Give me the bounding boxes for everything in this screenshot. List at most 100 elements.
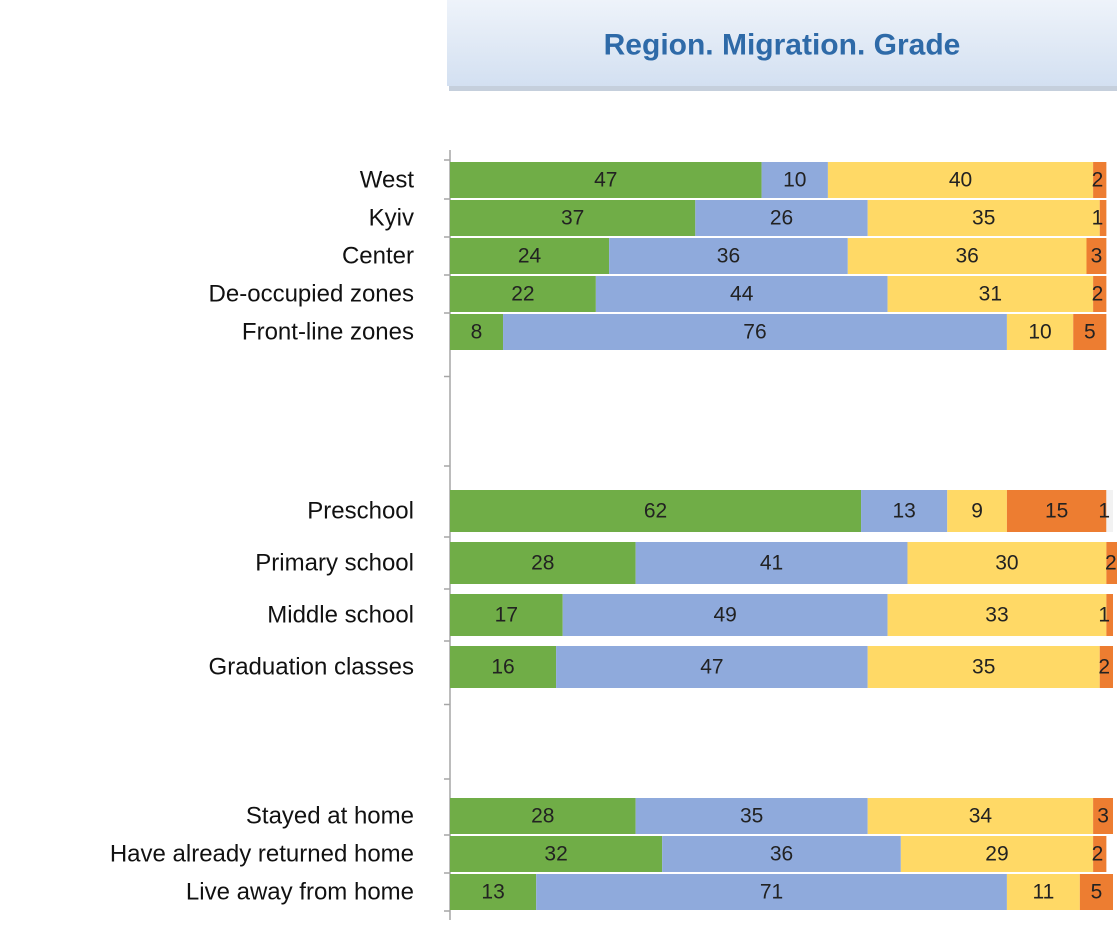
bar-segment: [1079, 874, 1113, 910]
data-label: 10: [1028, 321, 1051, 344]
bar-segment: [635, 542, 908, 584]
bar-segment: [761, 162, 828, 198]
bar-segment: [450, 238, 610, 274]
bar-segment: [867, 798, 1094, 834]
data-label: 35: [972, 656, 995, 679]
bar-segment: [450, 594, 563, 636]
category-label: Middle school: [267, 602, 414, 629]
data-label: 3: [1091, 245, 1103, 268]
data-label: 34: [969, 805, 993, 828]
category-label: Preschool: [307, 498, 414, 525]
bar-segment: [1086, 238, 1107, 274]
data-label: 10: [783, 169, 806, 192]
data-label: 5: [1091, 881, 1103, 904]
data-label: 32: [544, 843, 567, 866]
data-label: 15: [1045, 500, 1068, 523]
data-label: 5: [1084, 321, 1096, 344]
data-label: 35: [972, 207, 995, 230]
bar-segment: [595, 276, 888, 312]
bar-segment: [867, 646, 1100, 688]
bar-segment: [1106, 490, 1113, 532]
bar-segment: [450, 276, 596, 312]
bar-segment: [450, 200, 696, 236]
bar-segment: [556, 646, 868, 688]
data-label: 1: [1098, 604, 1110, 627]
bar-segment: [450, 646, 557, 688]
data-label: 1: [1098, 500, 1110, 523]
bar-segment: [503, 314, 1007, 350]
bar-segment: [450, 490, 862, 532]
bar-segment: [450, 542, 636, 584]
bar-segment: [609, 238, 848, 274]
bar-segment: [1073, 314, 1107, 350]
data-label: 41: [760, 552, 783, 575]
bar-segment: [1093, 836, 1107, 872]
category-label: Graduation classes: [209, 654, 414, 681]
category-label: De-occupied zones: [209, 281, 414, 308]
data-label: 36: [717, 245, 740, 268]
bar-segment: [695, 200, 868, 236]
bar-segment: [450, 314, 504, 350]
category-label: Primary school: [255, 550, 414, 577]
title-box: [447, 0, 1117, 86]
data-label: 26: [770, 207, 793, 230]
bar-segment: [847, 238, 1087, 274]
data-label: 13: [481, 881, 504, 904]
chart-title: Region. Migration. Grade: [604, 29, 961, 62]
bar-segment: [662, 836, 901, 872]
bar-segment: [450, 798, 636, 834]
bar-segment: [907, 542, 1107, 584]
data-label: 9: [971, 500, 983, 523]
category-label: Front-line zones: [242, 319, 414, 346]
bar-segment: [450, 874, 537, 910]
data-label: 71: [760, 881, 783, 904]
bar-segment: [1093, 162, 1107, 198]
data-label: 2: [1092, 283, 1104, 306]
data-label: 1: [1092, 207, 1104, 230]
bar-segment: [1099, 646, 1113, 688]
data-label: 44: [730, 283, 754, 306]
data-label: 36: [770, 843, 793, 866]
bar-segment: [887, 594, 1107, 636]
data-label: 30: [995, 552, 1018, 575]
category-label: Live away from home: [186, 879, 414, 906]
bar-segment: [450, 162, 762, 198]
bar-segment: [827, 162, 1094, 198]
data-label: 76: [743, 321, 766, 344]
data-label: 40: [949, 169, 972, 192]
data-label: 3: [1097, 805, 1109, 828]
data-label: 16: [491, 656, 514, 679]
data-label: 29: [985, 843, 1008, 866]
data-label: 35: [740, 805, 763, 828]
bar-segment: [1093, 276, 1107, 312]
data-label: 2: [1092, 843, 1104, 866]
bar-segment: [861, 490, 948, 532]
bar-segment: [1006, 490, 1107, 532]
category-label: Kyiv: [369, 205, 414, 232]
bar-segment: [1093, 798, 1113, 834]
data-label: 24: [518, 245, 542, 268]
data-label: 17: [495, 604, 518, 627]
data-label: 62: [644, 500, 667, 523]
data-label: 47: [700, 656, 723, 679]
data-label: 31: [979, 283, 1002, 306]
bar-segment: [1106, 594, 1113, 636]
bar-segment: [887, 276, 1094, 312]
category-label: Have already returned home: [110, 841, 414, 868]
data-label: 22: [511, 283, 534, 306]
data-label: 47: [594, 169, 617, 192]
data-label: 11: [1032, 881, 1054, 904]
data-label: 2: [1092, 169, 1104, 192]
bar-segment: [450, 836, 663, 872]
data-label: 33: [985, 604, 1008, 627]
data-label: 37: [561, 207, 584, 230]
data-label: 28: [531, 805, 554, 828]
data-label: 13: [892, 500, 915, 523]
data-label: 28: [531, 552, 554, 575]
bar-segment: [1006, 874, 1080, 910]
data-label: 2: [1098, 656, 1110, 679]
bar-segment: [1099, 200, 1107, 236]
category-label: Center: [342, 243, 414, 270]
bar-segment: [1006, 314, 1074, 350]
